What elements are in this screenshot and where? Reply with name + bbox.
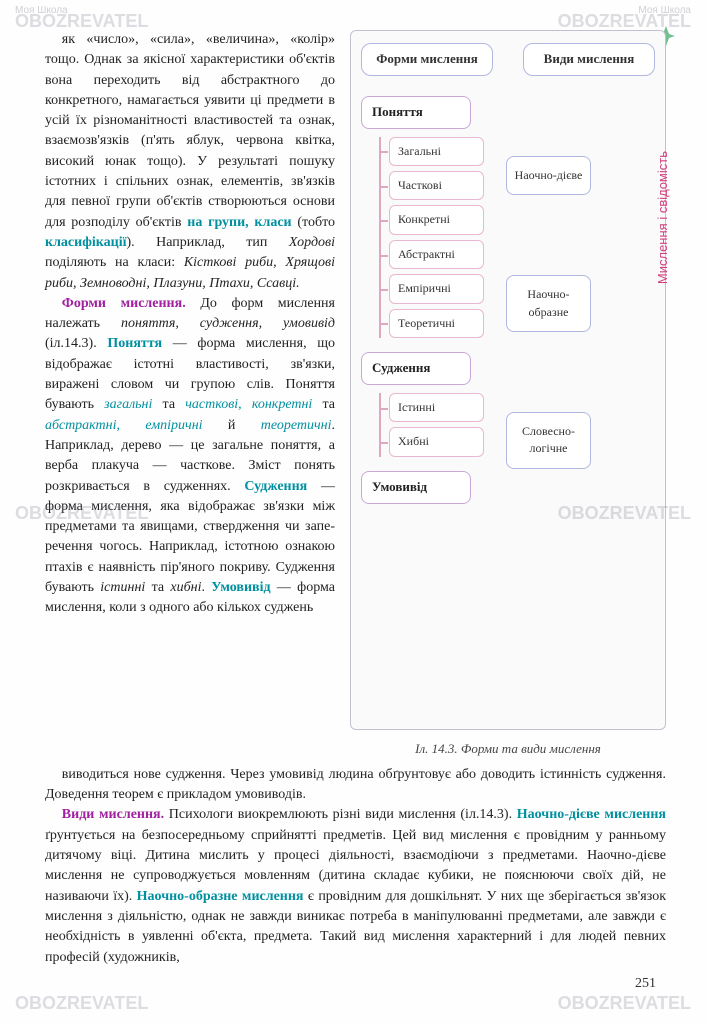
italic-term: хибні [170, 580, 201, 595]
type-box: Наочно-дієве [506, 156, 591, 195]
watermark-logo: Моя Школа [15, 4, 68, 19]
sub-box: Загальні [389, 137, 484, 166]
diagram-types-column: Наочно-дієве Наочно-образне Словесно-лог… [506, 96, 655, 512]
body-text: та [145, 580, 170, 595]
sub-box: Конкретні [389, 205, 484, 234]
body-text-left: як «число», «сила», «величина», «ко­лір»… [45, 30, 335, 759]
section-heading: Форми мислення. [62, 296, 186, 311]
chapter-side-label: Мислення і свідомість [654, 151, 673, 284]
body-text: . [201, 580, 211, 595]
highlighted-term: Наочно-образне мислення [137, 889, 304, 904]
sub-box: Абстрактні [389, 240, 484, 269]
highlighted-term: класифікації [45, 235, 126, 250]
sub-box: Часткові [389, 171, 484, 200]
highlighted-term: Наочно-дієве мислення [517, 807, 666, 822]
body-text: як «число», «сила», «величина», «ко­лір»… [45, 32, 335, 230]
category-box: Судження [361, 352, 471, 385]
highlighted-term: Поняття [107, 336, 162, 351]
figure-caption: Іл. 14.3. Форми та види мислення [350, 740, 666, 759]
italic-term: Хордові [289, 235, 335, 250]
section-heading: Види мислення. [62, 807, 164, 822]
body-text: виводиться нове судження. Через умовивід… [45, 767, 666, 802]
type-box: Словесно-логічне [506, 412, 591, 469]
category-box: Умовивід [361, 471, 471, 504]
diagram-header-forms: Форми мислення [361, 43, 493, 76]
diagram-header-types: Види мислення [523, 43, 655, 76]
sub-box: Емпіричні [389, 274, 484, 303]
body-text: ). На­приклад, тип [126, 235, 288, 250]
type-box: Наочно-образне [506, 275, 591, 332]
body-text: та [312, 397, 335, 412]
page-number: 251 [635, 974, 656, 994]
diagram-headers: Форми мислення Види мислення [361, 43, 655, 76]
body-text: — форма мислення, яка відображає зв'язки… [45, 479, 335, 595]
watermark-logo: Моя Школа [638, 4, 691, 19]
sub-group: Загальні Часткові Конкретні Абстрактні Е… [379, 137, 491, 338]
italic-term: часткові, конкретні [185, 397, 312, 412]
diagram-column: Мислення і свідомість Форми мислення Вид… [350, 30, 666, 759]
sub-box: Хибні [389, 427, 484, 456]
body-text-full: виводиться нове судження. Через умовивід… [45, 765, 666, 968]
body-text: й [203, 418, 261, 433]
diagram-forms-column: Поняття Загальні Часткові Конкретні Абст… [361, 96, 491, 512]
body-text: (тобто [292, 215, 335, 230]
watermark: OBOZREVATEL [558, 990, 691, 1016]
highlighted-term: Судження [244, 479, 307, 494]
diagram-frame: Мислення і свідомість Форми мислення Вид… [350, 30, 666, 730]
sub-group: Істинні Хибні [379, 393, 491, 457]
body-text: Психологи виокремлюють різні види мислен… [164, 807, 517, 822]
italic-term: теоретич­ні [261, 418, 332, 433]
sub-box: Істинні [389, 393, 484, 422]
italic-term: абстрактні, емпіричні [45, 418, 203, 433]
diagram-body: Поняття Загальні Часткові Конкретні Абст… [361, 96, 655, 512]
textbook-page: Моя Школа Моя Школа OBOZREVATEL OBOZREVA… [0, 0, 706, 1024]
highlighted-term: Умовивід [211, 580, 270, 595]
highlighted-term: на гру­пи, класи [187, 215, 291, 230]
sub-box: Теоретичні [389, 309, 484, 338]
italic-term: загальні [104, 397, 152, 412]
italic-term: істинні [100, 580, 145, 595]
italic-term: поняття, судження, умовивід [121, 316, 335, 331]
body-text: та [152, 397, 185, 412]
watermark: OBOZREVATEL [15, 990, 148, 1016]
category-box: Поняття [361, 96, 471, 129]
two-column-layout: як «число», «сила», «величина», «ко­лір»… [45, 30, 666, 759]
body-text: поділяють на класи: [45, 255, 184, 270]
body-text: (іл.14.3). [45, 336, 107, 351]
